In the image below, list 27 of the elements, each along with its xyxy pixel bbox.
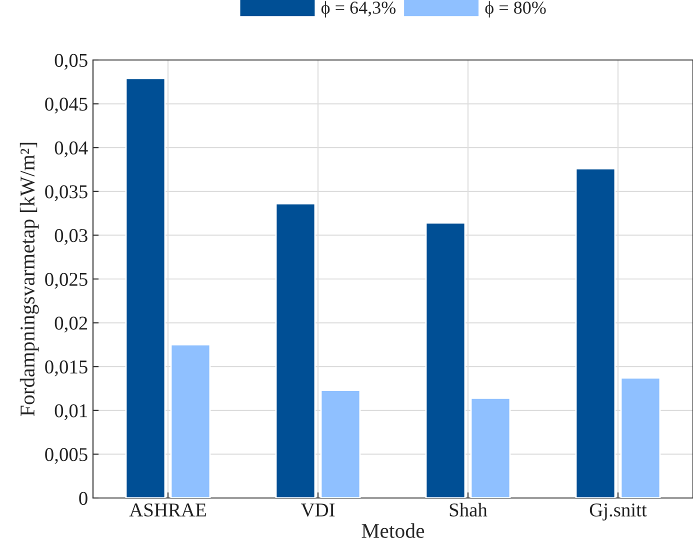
y-tick-label: 0,045 xyxy=(45,98,88,114)
legend-label: ϕ = 64,3% xyxy=(321,1,396,18)
y-tick-label: 0,015 xyxy=(45,360,88,376)
x-axis-title: Metode xyxy=(362,523,424,538)
bar xyxy=(170,344,211,498)
y-tick-label: 0,03 xyxy=(54,229,88,245)
bar xyxy=(320,390,361,498)
legend-label: ϕ = 80% xyxy=(485,1,546,18)
y-tick-label: 0 xyxy=(79,492,88,505)
y-tick-label: 0,035 xyxy=(45,185,88,202)
y-tick-label: 0,005 xyxy=(45,448,88,464)
y-tick-label: 0,02 xyxy=(54,316,88,333)
y-tick-label: 0,04 xyxy=(54,141,88,158)
y-tick-label: 0,05 xyxy=(54,54,88,70)
x-tick-label: Gj.snitt xyxy=(590,503,647,520)
y-axis-title: Fordampningsvarmetap [kW/m²] xyxy=(20,142,39,416)
bar xyxy=(620,377,661,498)
bar xyxy=(125,78,166,498)
bar xyxy=(470,397,511,498)
x-tick-label: ASHRAE xyxy=(129,503,206,517)
x-tick-label: VDI xyxy=(300,504,335,517)
bar xyxy=(275,202,316,498)
x-tick-label: Shah xyxy=(450,502,488,517)
bar xyxy=(425,222,466,498)
bar xyxy=(575,168,616,498)
y-tick-label: 0,01 xyxy=(54,404,87,420)
y-tick-label: 0,025 xyxy=(45,272,88,289)
